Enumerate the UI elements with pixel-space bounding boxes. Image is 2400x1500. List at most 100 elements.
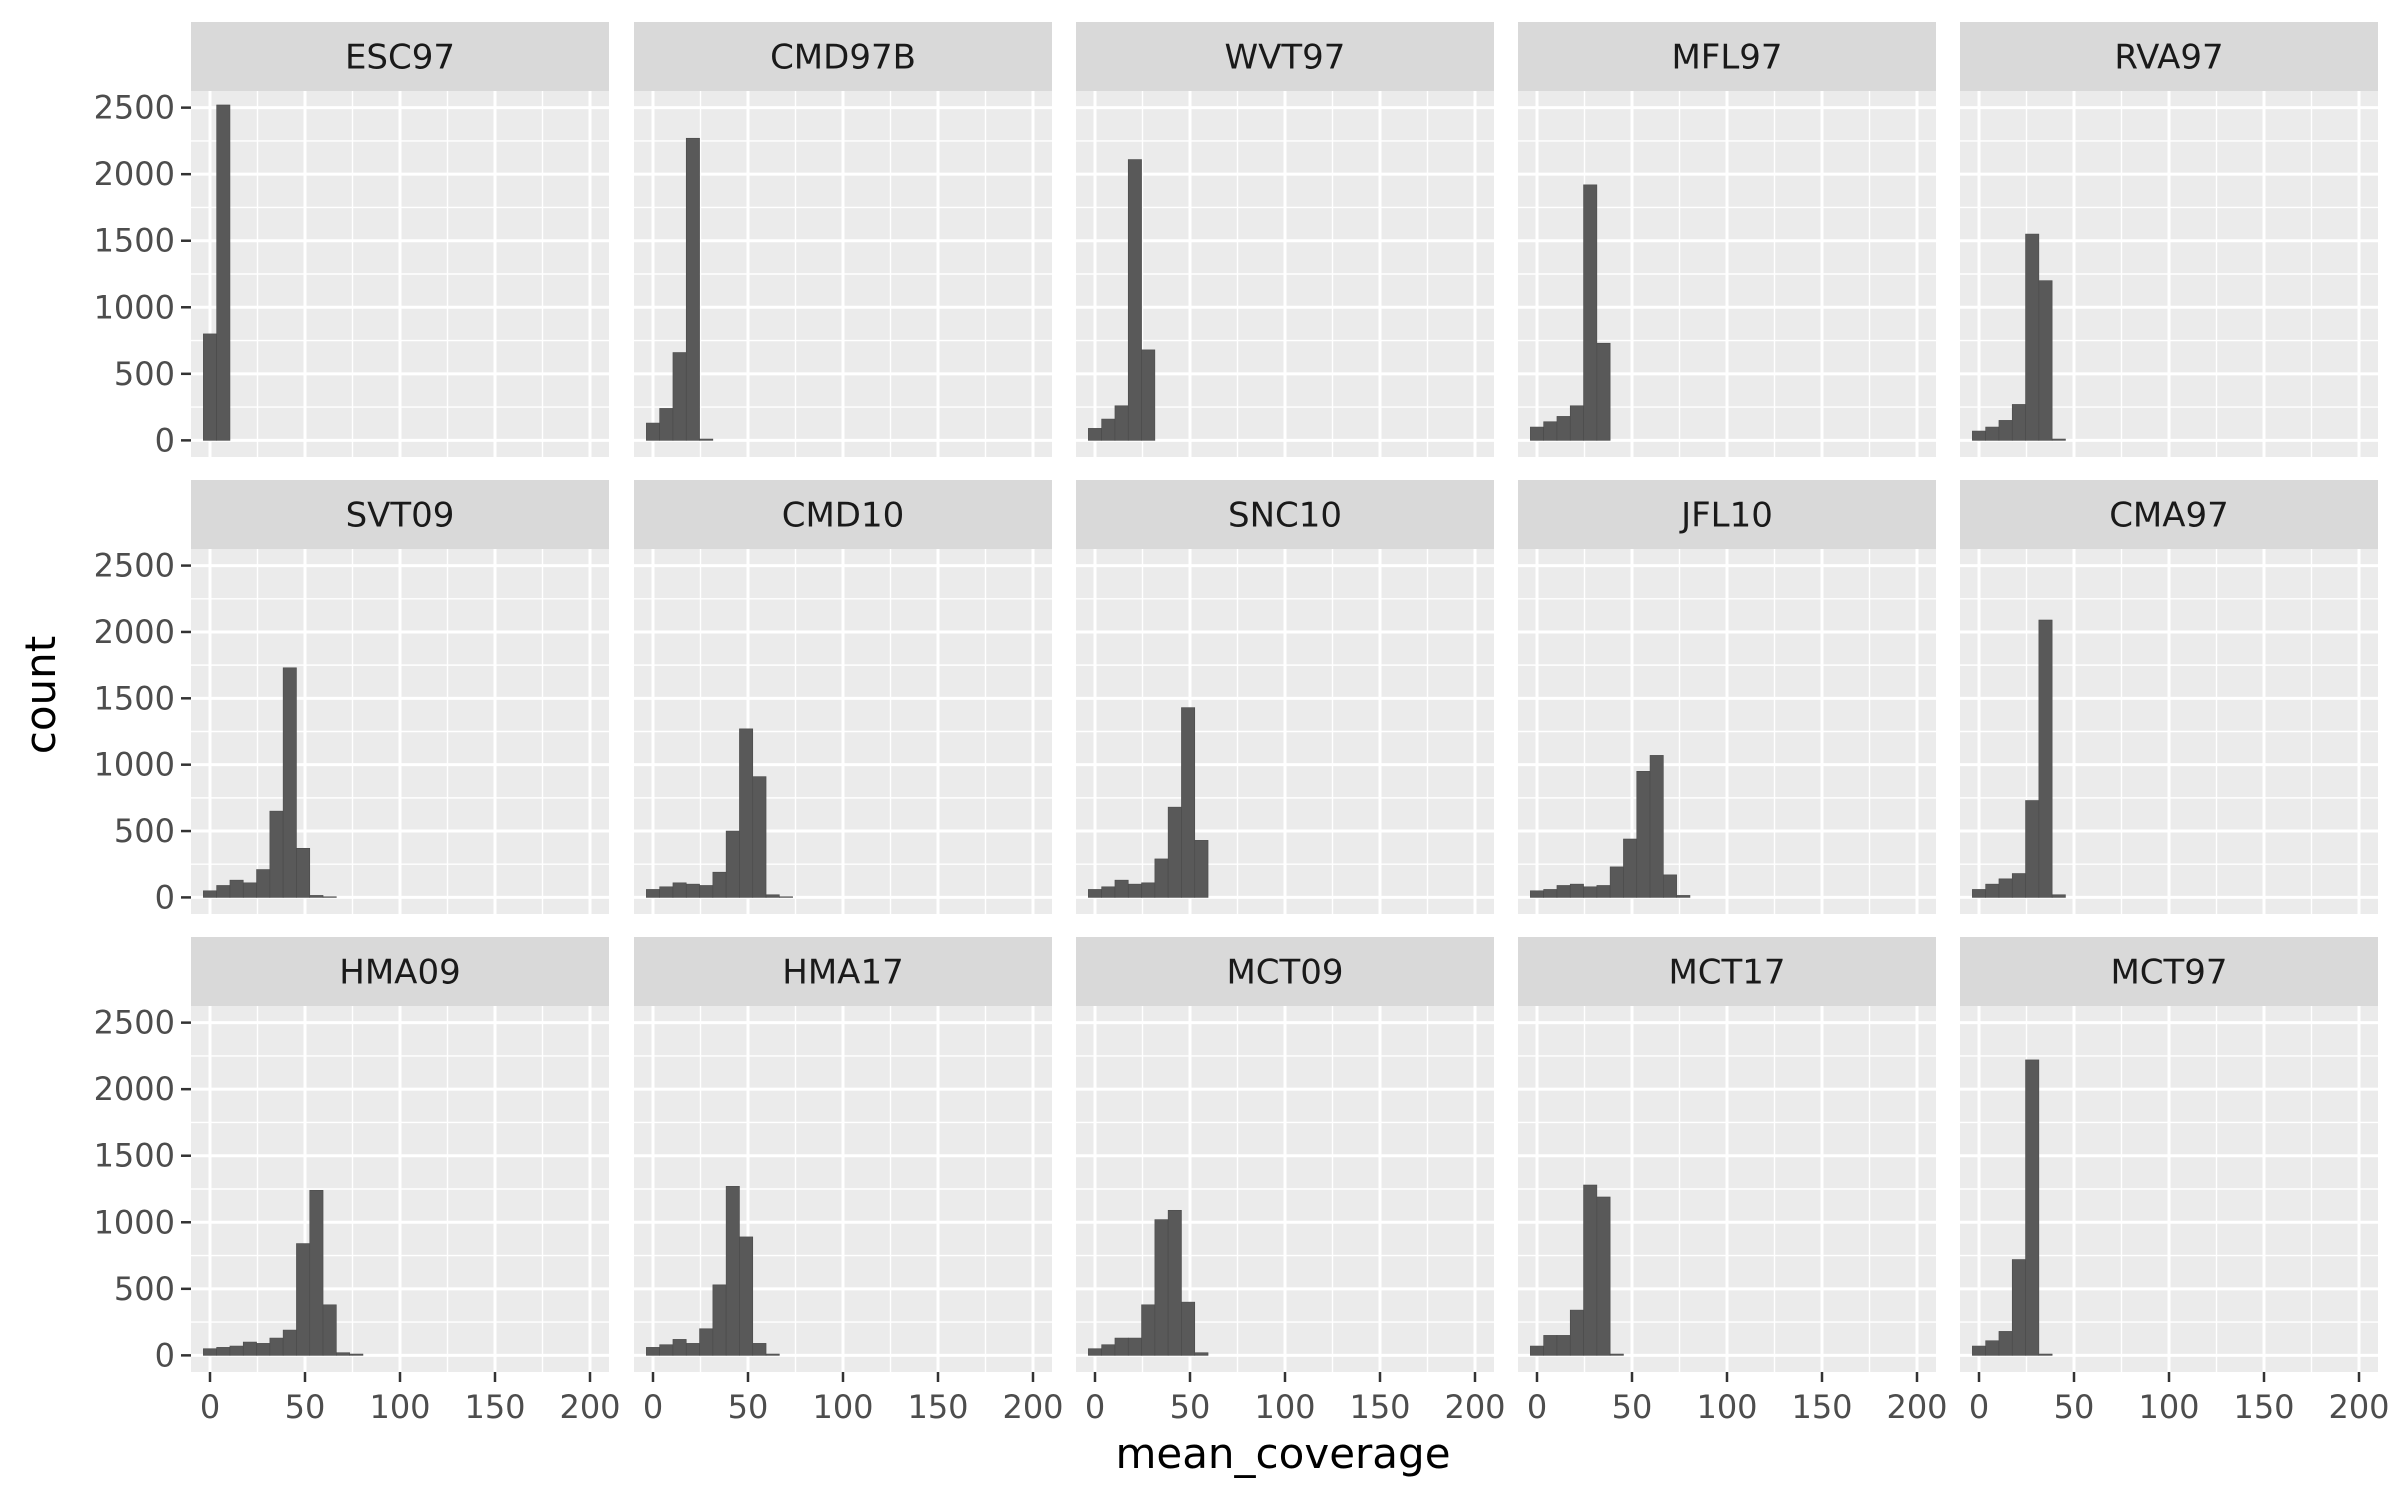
facet-strip: [191, 22, 609, 91]
histogram-bar: [242, 882, 257, 898]
histogram-bar: [725, 1186, 740, 1356]
y-tick-label: 0: [155, 421, 175, 459]
histogram-bar: [765, 894, 780, 898]
x-axes: 0 50 100 150 200 0 50 100 150 200 0 50 100 150 200 0 50 1…: [200, 1372, 2390, 1426]
histogram-bar: [229, 879, 244, 898]
histogram-bar: [1636, 771, 1651, 898]
x-tick-label: 100: [812, 1388, 873, 1426]
y-tick-label: 1500: [94, 679, 175, 717]
y-tick-label: 1000: [94, 746, 175, 784]
histogram-bar: [779, 896, 793, 898]
x-tick-label: 0: [1969, 1388, 1989, 1426]
y-tick-label: 1000: [94, 1203, 175, 1241]
histogram-bar: [256, 1343, 271, 1356]
y-tick-label: 2000: [94, 155, 175, 193]
histogram-bar: [1985, 1340, 2000, 1356]
histogram-bar: [752, 776, 767, 898]
histogram-bar: [672, 1339, 687, 1356]
histogram-bar: [1127, 1337, 1142, 1356]
histogram-bar: [685, 137, 700, 441]
histogram-bar: [1985, 426, 2000, 441]
histogram-bar: [2025, 1059, 2040, 1356]
y-tick-label: 0: [155, 878, 175, 916]
histogram-bar: [685, 883, 700, 898]
histogram-bar: [229, 1345, 244, 1356]
facet-strip-label: CMA97: [2109, 496, 2229, 536]
histogram-bar: [1543, 421, 1558, 441]
facet-strip-label: MCT17: [1668, 953, 1785, 993]
histogram-bar: [1583, 184, 1598, 441]
y-tick-label: 0: [155, 1336, 175, 1374]
y-tick-label: 2500: [94, 547, 175, 585]
facet-panel-esc97: ESC97: [191, 22, 609, 457]
facet-panel-jfl10: JFL10: [1518, 480, 1936, 914]
histogram-bar: [1127, 883, 1142, 898]
histogram-bar: [1127, 159, 1142, 441]
x-tick-label: 0: [643, 1388, 663, 1426]
histogram-bar: [349, 1353, 364, 1356]
histogram-bar: [2011, 1259, 2026, 1356]
histogram-bar: [725, 830, 740, 898]
histogram-bar: [1649, 755, 1664, 898]
facet-strip: [191, 937, 609, 1006]
facet-strip: [1960, 937, 2378, 1006]
facet-panel-svt09: SVT09: [191, 480, 609, 914]
facet-strip-label: HMA17: [782, 953, 903, 993]
histogram-bar: [646, 422, 660, 441]
facet-panel-cmd10: CMD10: [634, 480, 1052, 914]
histogram-bar: [1998, 420, 2013, 441]
histogram-bar: [269, 810, 284, 898]
histogram-bar: [1154, 858, 1169, 898]
histogram-bar: [672, 882, 687, 898]
y-tick-label: 500: [114, 355, 175, 393]
histogram-bar: [1569, 405, 1584, 441]
facet-panel-wvt97: WVT97: [1076, 22, 1494, 457]
y-tick-label: 2000: [94, 613, 175, 651]
histogram-bar: [1583, 886, 1598, 898]
x-tick-label: 200: [559, 1388, 620, 1426]
histogram-bar: [282, 1329, 297, 1356]
x-tick-label: 0: [1527, 1388, 1547, 1426]
histogram-bar: [216, 885, 231, 898]
histogram-bar: [699, 1328, 714, 1356]
histogram-bar: [203, 333, 217, 441]
histogram-bar: [269, 1337, 284, 1356]
histogram-bar: [739, 728, 754, 898]
histogram-bar: [296, 1243, 311, 1356]
histogram-bar: [256, 869, 271, 898]
histogram-bar: [1141, 1304, 1156, 1356]
facet-strip: [191, 480, 609, 549]
histogram-bar: [1556, 885, 1571, 898]
histogram-bar: [1101, 1344, 1116, 1356]
x-tick-label: 50: [1612, 1388, 1653, 1426]
facet-strip-label: RVA97: [2114, 38, 2223, 78]
histogram-bar: [765, 1353, 780, 1356]
histogram-bar: [1609, 1353, 1624, 1356]
histogram-bar: [1998, 1331, 2013, 1356]
facet-panels: ESC97 CMD97B WVT97 MFL97 RVA97 SVT09 CMD10 SNC1…: [191, 22, 2378, 1372]
facet-panel-rva97: RVA97: [1960, 22, 2378, 457]
histogram-bar: [2038, 619, 2053, 898]
histogram-bar: [659, 408, 674, 441]
x-tick-label: 150: [464, 1388, 525, 1426]
facet-panel-mct17: MCT17: [1518, 937, 1936, 1372]
histogram-bar: [659, 886, 674, 898]
histogram-bar: [752, 1343, 767, 1356]
histogram-bar: [685, 1343, 700, 1356]
y-tick-label: 500: [114, 812, 175, 850]
facet-panel-cmd97b: CMD97B: [634, 22, 1052, 457]
x-tick-label: 200: [1444, 1388, 1505, 1426]
facet-strip: [1076, 22, 1494, 91]
histogram-bar: [2038, 1353, 2053, 1356]
facet-panel-mct09: MCT09: [1076, 937, 1494, 1372]
histogram-bar: [1530, 890, 1544, 898]
histogram-bar: [1998, 878, 2013, 898]
facet-panel-hma09: HMA09: [191, 937, 609, 1372]
x-tick-label: 150: [907, 1388, 968, 1426]
facet-strip-label: CMD97B: [770, 38, 916, 78]
facet-panel-snc10: SNC10: [1076, 480, 1494, 914]
histogram-bar: [1141, 349, 1156, 441]
histogram-bar: [2025, 233, 2040, 441]
histogram-bar: [699, 885, 714, 898]
histogram-bar: [659, 1344, 674, 1356]
